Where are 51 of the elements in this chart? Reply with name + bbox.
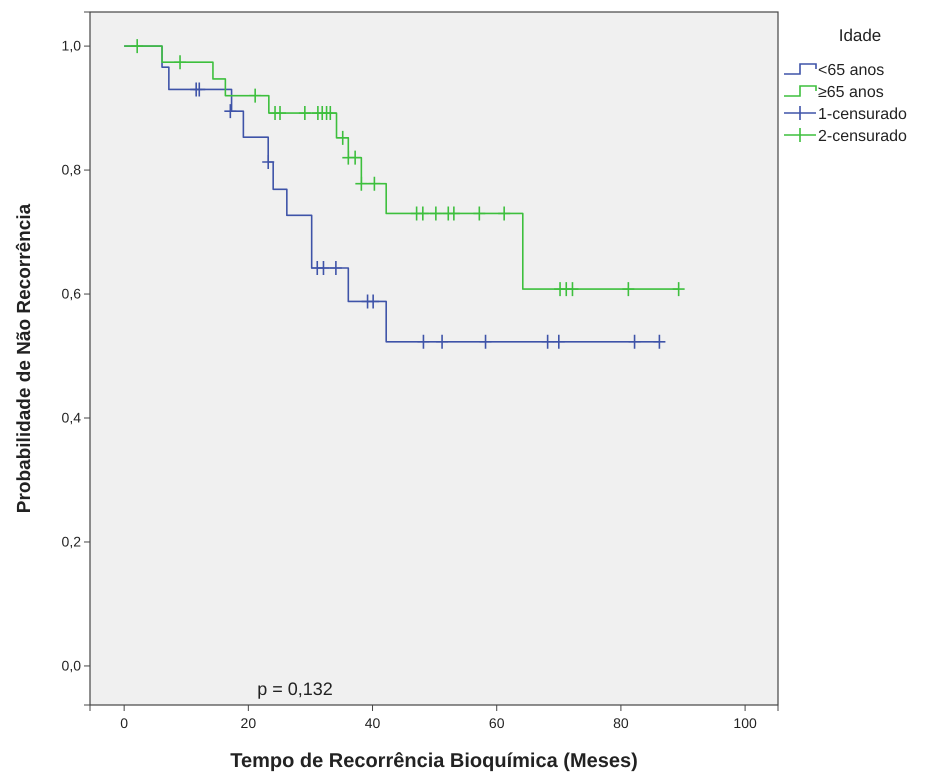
point (224, 103, 238, 119)
legend-label: <65 anos (818, 62, 884, 79)
point (261, 154, 276, 170)
x-tick-label: 60 (488, 715, 505, 731)
y-tick-label: 0,4 (62, 409, 82, 426)
point (348, 150, 362, 166)
point (435, 334, 449, 350)
x-axis-title: Tempo de Recorrência Bioquímica (Meses) (230, 750, 638, 772)
point (298, 105, 312, 121)
point (552, 334, 566, 350)
point (628, 334, 642, 350)
legend-label: 1-censurado (818, 106, 908, 123)
legend-label: ≥65 anos (818, 84, 884, 101)
x-tick-label: 20 (240, 715, 256, 731)
x-tick-label: 80 (613, 715, 629, 731)
point (472, 206, 486, 222)
point (416, 206, 430, 222)
point (354, 176, 368, 192)
y-tick-label: 0,2 (62, 533, 82, 550)
point (447, 206, 461, 222)
point (192, 82, 206, 98)
point (566, 281, 580, 297)
point (429, 206, 443, 222)
point (273, 105, 287, 121)
x-tick-label: 40 (364, 715, 381, 731)
point (173, 54, 187, 70)
point (130, 38, 144, 54)
point (416, 334, 430, 350)
y-tick-label: 0,0 (62, 657, 82, 674)
point (316, 260, 330, 276)
point (540, 334, 554, 350)
point (652, 334, 666, 350)
point (497, 206, 511, 222)
point (329, 260, 343, 276)
point (672, 281, 686, 297)
point (478, 334, 492, 350)
annotation: p = 0,132 (257, 679, 333, 699)
point (248, 88, 262, 104)
y-tick-label: 1,0 (62, 38, 82, 54)
legend-title: Idade (838, 26, 882, 45)
y-axis-title: Probabilidade de Não Recorrência (14, 203, 35, 514)
y-tick-label: 0,6 (62, 286, 82, 302)
legend-label: 2-censurado (818, 128, 908, 145)
y-tick-label: 0,8 (62, 162, 82, 178)
x-tick-label: 0 (120, 715, 128, 731)
point (324, 105, 338, 121)
x-tick-label: 100 (733, 715, 757, 731)
point (366, 294, 380, 310)
point (368, 176, 382, 192)
point (622, 281, 636, 297)
point (336, 130, 350, 146)
